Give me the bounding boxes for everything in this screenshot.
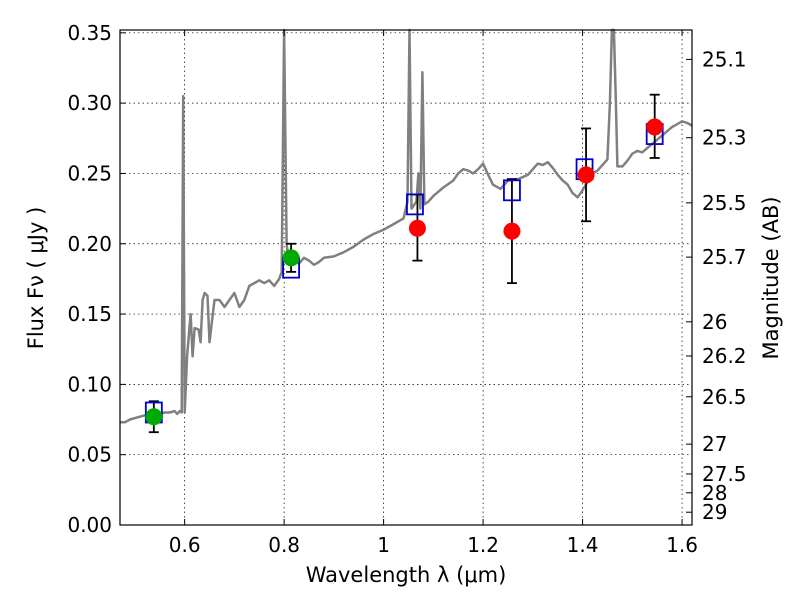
y-tick-label: 0.35	[67, 21, 112, 45]
y-tick-label: 0.05	[67, 443, 112, 467]
optical-detection-point	[145, 408, 163, 426]
y-tick-label: 0.15	[67, 302, 112, 326]
y-tick-label: 0.25	[67, 161, 112, 185]
nir-detection-point	[646, 118, 664, 136]
y-tick-label: 0.20	[67, 232, 112, 256]
plot-area	[120, 28, 693, 434]
magnitude-tick-label: 26	[702, 310, 727, 334]
magnitude-tick-label: 29	[702, 500, 727, 524]
nir-detection-point	[577, 166, 595, 184]
data-markers	[144, 93, 664, 434]
axis-ticks: 0.6 0.8 1 1.2 1.4 1.6 0.00 0.05 0.10 0.15 0.20 0.25…	[67, 21, 746, 557]
magnitude-tick-label: 26.2	[702, 344, 747, 368]
nir-detection-point	[408, 219, 426, 237]
model-spectrum-line	[120, 28, 693, 424]
x-tick-label: 1.4	[567, 533, 599, 557]
magnitude-axis-label: Magnitude (AB)	[759, 196, 783, 359]
y-tick-label: 0.30	[67, 91, 112, 115]
magnitude-tick-label: 27	[702, 432, 727, 456]
x-axis-label: Wavelength λ (μm)	[306, 563, 507, 587]
x-tick-label: 1.2	[467, 533, 499, 557]
model-photometry-square	[406, 193, 424, 216]
plot-frame	[119, 29, 693, 526]
magnitude-tick-label: 25.1	[702, 47, 747, 71]
y-tick-label: 0.00	[67, 513, 112, 537]
x-tick-label: 1	[377, 533, 390, 557]
y-axis-label: Flux Fν ( μJy )	[24, 207, 48, 350]
magnitude-tick-label: 26.5	[702, 385, 747, 409]
magnitude-tick-label: 25.3	[702, 126, 747, 150]
x-tick-label: 1.6	[666, 533, 698, 557]
x-tick-label: 0.8	[268, 533, 300, 557]
y-tick-label: 0.10	[67, 372, 112, 396]
grid-lines	[120, 30, 692, 526]
optical-detection-point	[282, 249, 300, 267]
magnitude-tick-label: 28	[702, 481, 727, 505]
magnitude-tick-label: 27.5	[702, 462, 747, 486]
model-photometry-square	[503, 179, 521, 202]
magnitude-tick-label: 25.5	[702, 191, 747, 215]
nir-detection-point	[503, 222, 521, 240]
magnitude-tick-label: 25.7	[702, 245, 747, 269]
x-tick-label: 0.6	[169, 533, 201, 557]
